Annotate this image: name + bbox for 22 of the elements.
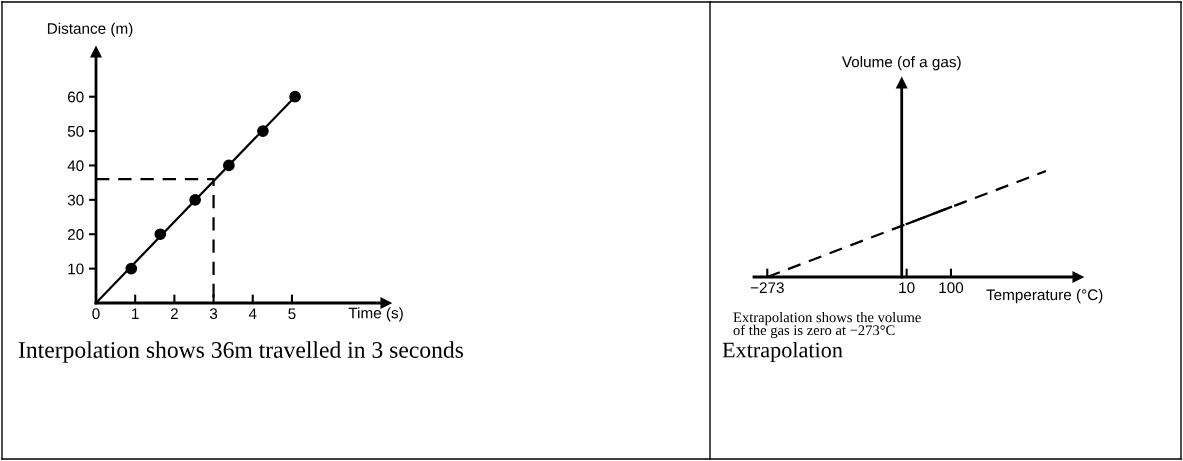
y-tick-label: 50	[67, 125, 84, 137]
x-tick-label: 10	[899, 282, 915, 294]
x-tick-label: −273	[750, 282, 784, 294]
x-tick-label: 1	[132, 308, 139, 319]
y-tick-label: 20	[67, 229, 84, 240]
x-tick-label: 100	[939, 282, 964, 294]
x-tick-label: 0	[92, 308, 100, 320]
text: Extrapolation shows the volume of the gas is zero at −273°C	[733, 312, 921, 339]
x-axis-title: Temperature (°C)	[986, 288, 1103, 304]
text: Extrapolation	[722, 341, 843, 363]
x-tick-label: 2	[170, 308, 178, 319]
y-tick-label: 30	[67, 194, 84, 206]
x-tick-label: 5	[288, 308, 296, 320]
y-tick-label: 10	[68, 263, 84, 275]
text: Interpolation shows 36m travelled in 3 seconds	[18, 341, 464, 363]
y-axis-title: Volume (of a gas)	[841, 56, 961, 71]
y-tick-label: 60	[67, 91, 84, 103]
x-axis-title: Time (s)	[348, 307, 403, 322]
y-tick-label: 40	[67, 160, 84, 172]
x-tick-label: 3	[209, 308, 218, 320]
x-tick-label: 4	[248, 308, 257, 319]
y-axis-title: Distance (m)	[47, 22, 133, 37]
